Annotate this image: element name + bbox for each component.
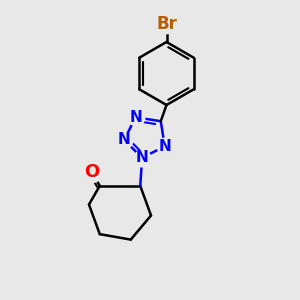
Text: N: N [118, 132, 130, 147]
Text: N: N [136, 150, 148, 165]
Text: N: N [129, 110, 142, 125]
Text: O: O [84, 164, 100, 181]
Text: Br: Br [156, 15, 177, 33]
Text: N: N [158, 139, 171, 154]
